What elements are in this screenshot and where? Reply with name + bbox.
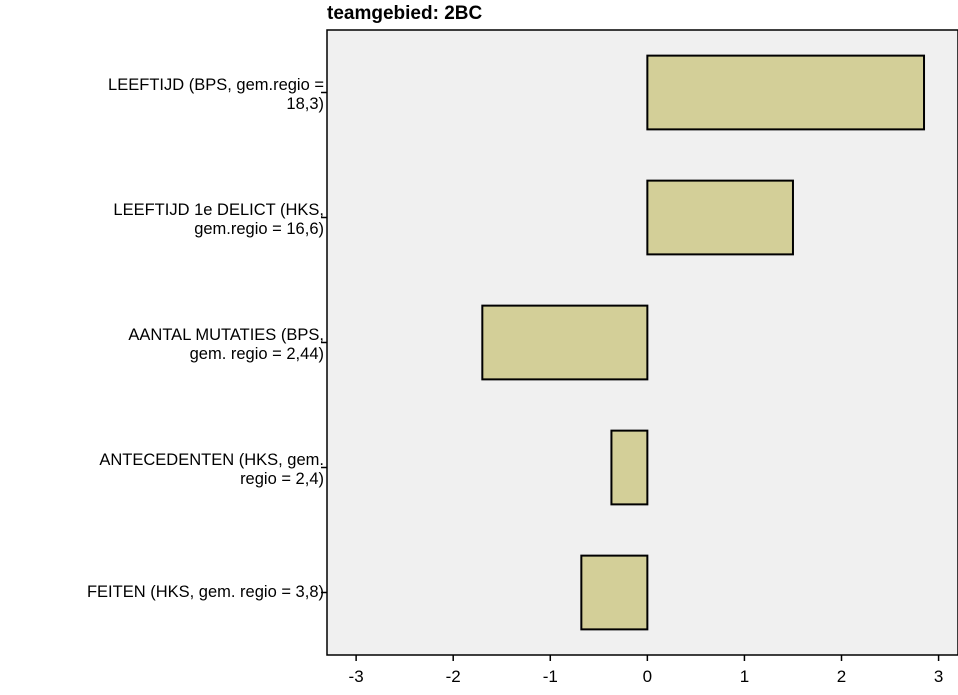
category-label-line: regio = 2,4) xyxy=(240,469,324,488)
x-tick-label: 1 xyxy=(740,667,749,686)
bars-group xyxy=(481,54,926,631)
category-label-line: FEITEN (HKS, gem. regio = 3,8) xyxy=(86,582,324,601)
category-label: AANTAL MUTATIES (BPS, gem. regio = 2,44) xyxy=(2,326,324,364)
category-label-line: 18,3) xyxy=(286,94,324,113)
category-label: FEITEN (HKS, gem. regio = 3,8) xyxy=(2,583,324,602)
category-label-line: ANTECEDENTEN (HKS, gem. xyxy=(99,450,324,469)
category-label: ANTECEDENTEN (HKS, gem. regio = 2,4) xyxy=(2,451,324,489)
category-label: LEEFTIJD 1e DELICT (HKS, gem.regio = 16,6… xyxy=(2,201,324,239)
y-axis xyxy=(321,91,327,594)
chart-title: teamgebied: 2BC xyxy=(327,3,483,24)
x-tick-label: 2 xyxy=(837,667,846,686)
category-label-line: gem.regio = 16,6) xyxy=(194,219,324,238)
bar-5 xyxy=(580,554,649,631)
x-tick-label: -2 xyxy=(446,667,461,686)
category-label-line: gem. regio = 2,44) xyxy=(189,344,324,363)
bar-2 xyxy=(646,179,794,256)
category-label-line: LEEFTIJD 1e DELICT (HKS, xyxy=(113,200,324,219)
category-label-line: AANTAL MUTATIES (BPS, xyxy=(128,325,324,344)
category-label-line: LEEFTIJD (BPS, gem.regio = xyxy=(108,75,324,94)
x-tick-label: -3 xyxy=(349,667,364,686)
x-axis: -3 -2 -1 0 1 2 3 xyxy=(349,655,943,686)
bar-1 xyxy=(646,54,926,131)
x-tick-label: -1 xyxy=(543,667,558,686)
category-label: LEEFTIJD (BPS, gem.regio = 18,3) xyxy=(2,76,324,114)
x-tick-label: 3 xyxy=(934,667,943,686)
bar-4 xyxy=(610,429,649,506)
x-tick-label: 0 xyxy=(643,667,652,686)
bar-3 xyxy=(481,304,649,381)
